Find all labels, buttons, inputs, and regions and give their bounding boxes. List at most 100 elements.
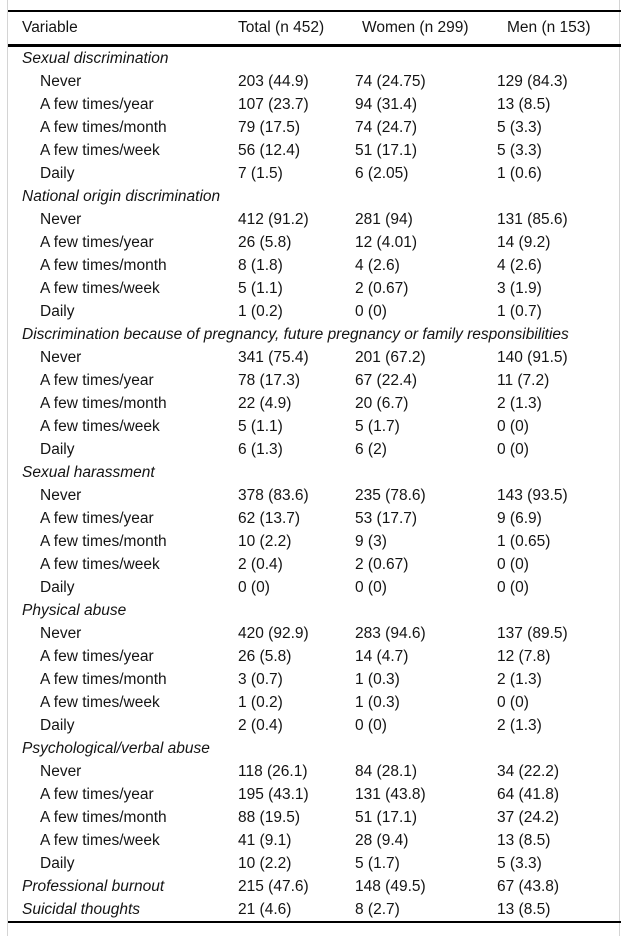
total-value: 88 (19.5) (238, 808, 301, 826)
men-value: 14 (9.2) (497, 233, 551, 251)
women-value: 28 (9.4) (355, 831, 409, 849)
men-value: 13 (8.5) (497, 95, 551, 113)
women-value: 5 (1.7) (355, 417, 400, 435)
men-value: 5 (3.3) (497, 141, 542, 159)
section-label: Suicidal thoughts (22, 900, 141, 918)
total-value: 341 (75.4) (238, 348, 309, 366)
frequency-row: A few times/month 22 (4.9) 20 (6.7) 2 (1.3) (8, 392, 621, 415)
total-value: 10 (2.2) (238, 854, 292, 872)
table-body: Sexual discrimination Never 203 (44.9) 74 (… (8, 46, 621, 923)
women-value: 8 (2.7) (355, 900, 400, 918)
total-value: 1 (0.2) (238, 693, 283, 711)
women-value: 20 (6.7) (355, 394, 409, 412)
frequency-row: A few times/year 26 (5.8) 14 (4.7) 12 (7.8) (8, 645, 621, 668)
frequency-row: A few times/year 78 (17.3) 67 (22.4) 11 (7.… (8, 369, 621, 392)
men-value: 2 (1.3) (497, 716, 542, 734)
women-value: 2 (0.67) (355, 555, 409, 573)
frequency-row: A few times/week 1 (0.2) 1 (0.3) 0 (0) (8, 691, 621, 714)
men-value: 2 (1.3) (497, 394, 542, 412)
total-value: 3 (0.7) (238, 670, 283, 688)
total-value: 26 (5.8) (238, 233, 292, 251)
frequency-row: Never 118 (26.1) 84 (28.1) 34 (22.2) (8, 760, 621, 783)
frequency-row: Never 412 (91.2) 281 (94) 131 (85.6) (8, 208, 621, 231)
frequency-label: Daily (40, 854, 75, 872)
men-value: 0 (0) (497, 578, 529, 596)
frequency-row: A few times/year 26 (5.8) 12 (4.01) 14 (9.2… (8, 231, 621, 254)
section-row: Psychological/verbal abuse (8, 737, 621, 760)
women-value: 5 (1.7) (355, 854, 400, 872)
frequency-label: Never (40, 72, 82, 90)
section-label: Psychological/verbal abuse (22, 739, 210, 757)
table-frame: Variable Total (n 452) Women (n 299) Men… (7, 0, 621, 936)
frequency-label: Daily (40, 716, 75, 734)
men-value: 5 (3.3) (497, 118, 542, 136)
section-row: Sexual discrimination (8, 46, 621, 71)
women-value: 94 (31.4) (355, 95, 418, 113)
frequency-label: A few times/year (40, 371, 154, 389)
total-value: 378 (83.6) (238, 486, 309, 504)
total-value: 62 (13.7) (238, 509, 301, 527)
women-value: 131 (43.8) (355, 785, 426, 803)
total-value: 8 (1.8) (238, 256, 283, 274)
frequency-row: Daily 7 (1.5) 6 (2.05) 1 (0.6) (8, 162, 621, 185)
frequency-row: A few times/month 3 (0.7) 1 (0.3) 2 (1.3) (8, 668, 621, 691)
section-row: Sexual harassment (8, 461, 621, 484)
frequency-row: Daily 2 (0.4) 0 (0) 2 (1.3) (8, 714, 621, 737)
men-value: 13 (8.5) (497, 831, 551, 849)
women-value: 281 (94) (355, 210, 413, 228)
col-header-men: Men (n 153) (507, 19, 591, 36)
total-value: 41 (9.1) (238, 831, 292, 849)
frequency-label: A few times/week (40, 831, 160, 849)
frequency-label: Daily (40, 164, 75, 182)
frequency-label: A few times/week (40, 279, 160, 297)
total-value: 79 (17.5) (238, 118, 301, 136)
col-header-women: Women (n 299) (362, 19, 469, 36)
frequency-row: A few times/month 79 (17.5) 74 (24.7) 5 (3.… (8, 116, 621, 139)
women-value: 9 (3) (355, 532, 387, 550)
men-value: 67 (43.8) (497, 877, 560, 895)
frequency-row: Never 203 (44.9) 74 (24.75) 129 (84.3) (8, 70, 621, 93)
women-value: 51 (17.1) (355, 141, 418, 159)
men-value: 143 (93.5) (497, 486, 568, 504)
section-row: National origin discrimination (8, 185, 621, 208)
total-value: 118 (26.1) (238, 762, 308, 780)
women-value: 2 (0.67) (355, 279, 409, 297)
frequency-row: A few times/month 88 (19.5) 51 (17.1) 37 (2… (8, 806, 621, 829)
frequency-row: A few times/week 5 (1.1) 2 (0.67) 3 (1.9) (8, 277, 621, 300)
men-value: 9 (6.9) (497, 509, 542, 527)
women-value: 0 (0) (355, 578, 387, 596)
frequency-label: A few times/year (40, 647, 154, 665)
frequency-label: A few times/year (40, 785, 154, 803)
frequency-row: Daily 10 (2.2) 5 (1.7) 5 (3.3) (8, 852, 621, 875)
total-value: 7 (1.5) (238, 164, 283, 182)
total-value: 107 (23.7) (238, 95, 309, 113)
section-row: Professional burnout 215 (47.6) 148 (49.5)… (8, 875, 621, 898)
frequency-label: A few times/month (40, 394, 167, 412)
men-value: 4 (2.6) (497, 256, 542, 274)
section-row: Suicidal thoughts 21 (4.6) 8 (2.7) 13 (8.5) (8, 898, 621, 922)
section-label: Physical abuse (22, 601, 127, 619)
frequency-row: A few times/week 2 (0.4) 2 (0.67) 0 (0) (8, 553, 621, 576)
men-value: 0 (0) (497, 440, 529, 458)
section-label: Professional burnout (22, 877, 165, 895)
women-value: 6 (2) (355, 440, 387, 458)
frequency-label: Never (40, 624, 82, 642)
men-value: 34 (22.2) (497, 762, 560, 780)
total-value: 10 (2.2) (238, 532, 292, 550)
total-value: 0 (0) (238, 578, 270, 596)
men-value: 5 (3.3) (497, 854, 542, 872)
section-label: National origin discrimination (22, 187, 221, 205)
men-value: 140 (91.5) (497, 348, 568, 366)
men-value: 1 (0.6) (497, 164, 542, 182)
women-value: 1 (0.3) (355, 670, 400, 688)
women-value: 148 (49.5) (355, 877, 426, 895)
frequency-row: Never 420 (92.9) 283 (94.6) 137 (89.5) (8, 622, 621, 645)
total-value: 78 (17.3) (238, 371, 301, 389)
women-value: 53 (17.7) (355, 509, 418, 527)
total-value: 5 (1.1) (238, 417, 283, 435)
women-value: 4 (2.6) (355, 256, 400, 274)
total-value: 26 (5.8) (238, 647, 292, 665)
header-row: Variable Total (n 452) Women (n 299) Men… (8, 11, 621, 46)
total-value: 2 (0.4) (238, 555, 283, 573)
